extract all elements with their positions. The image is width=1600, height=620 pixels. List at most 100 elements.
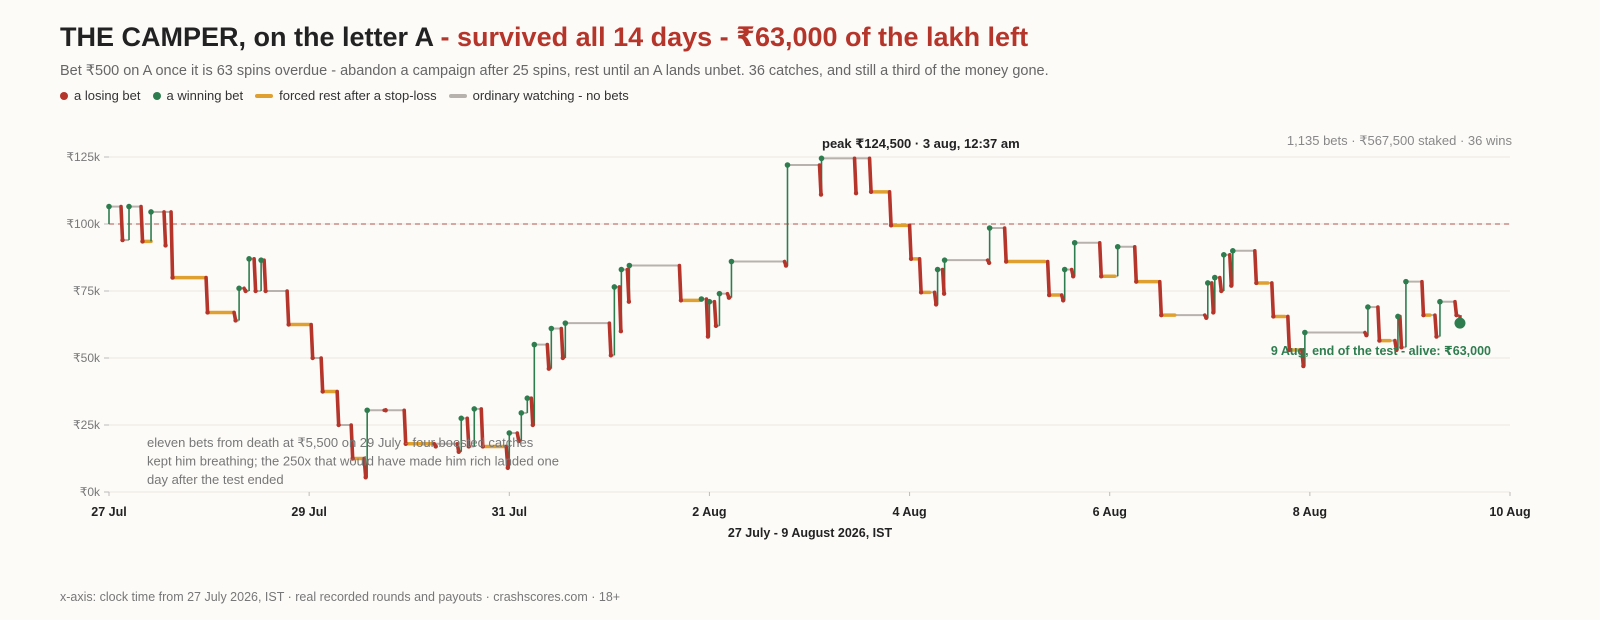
x-tick-label: 2 Aug [692, 505, 726, 519]
win-point [626, 262, 633, 269]
end-point [1454, 317, 1466, 329]
loss-point [1399, 345, 1404, 350]
win-point [126, 203, 132, 210]
win-point [934, 266, 941, 273]
loss-run [559, 326, 565, 360]
legend-label-watch: ordinary watching - no bets [472, 88, 629, 103]
loss-run [1420, 279, 1426, 317]
x-tick-label: 10 Aug [1489, 505, 1530, 519]
win-point [618, 266, 625, 273]
loss-point [253, 288, 258, 294]
loss-point [336, 422, 341, 428]
loss-point [263, 288, 268, 294]
loss-run [817, 163, 823, 197]
loss-point [243, 288, 248, 294]
loss-point [853, 190, 859, 196]
loss-run [319, 356, 325, 394]
win-point [1230, 248, 1236, 254]
win-point [1204, 280, 1211, 286]
loss-point [1421, 312, 1426, 318]
loss-point [1454, 312, 1459, 318]
loss-run [1270, 281, 1276, 319]
loss-run [162, 210, 168, 248]
win-point [548, 325, 555, 332]
loss-point [868, 189, 874, 195]
loss-run [677, 263, 683, 303]
loss-point [363, 475, 368, 480]
loss-point [530, 422, 536, 428]
loss-run [529, 396, 535, 427]
loss-point [918, 290, 924, 295]
loss-run [1228, 253, 1234, 288]
legend-swatch-win [152, 91, 161, 100]
title-main: THE CAMPER, on the letter A [60, 22, 434, 52]
stats-text: 1,135 bets · ₹567,500 staked · 36 wins [1287, 133, 1513, 148]
loss-point [383, 408, 388, 413]
loss-run [1398, 314, 1404, 350]
legend-swatch-watch [448, 93, 467, 98]
win-point [524, 395, 531, 402]
win-point [1114, 243, 1121, 250]
bet-points [106, 155, 1466, 480]
loss-point [310, 355, 315, 361]
loss-point [1219, 288, 1224, 294]
legend: a losing bet a winning bet forced rest a… [60, 88, 641, 103]
loss-point [163, 243, 168, 248]
loss-point [1204, 315, 1209, 320]
loss-run [1097, 240, 1104, 279]
loss-point [1377, 338, 1382, 343]
x-tick-label: 4 Aug [892, 505, 926, 519]
footer-note: x-axis: clock time from 27 July 2026, IS… [60, 590, 621, 604]
loss-run [704, 297, 710, 339]
win-segments [108, 158, 1441, 478]
low-note-line: eleven bets from death at ₹5,500 on 29 J… [147, 435, 534, 450]
legend-swatch-loss [60, 91, 68, 100]
win-point [506, 430, 513, 436]
loss-point [286, 322, 291, 327]
win-point [818, 155, 825, 162]
loss-run [262, 258, 268, 293]
win-point [706, 298, 713, 305]
loss-run [335, 389, 341, 427]
loss-point [1099, 274, 1104, 279]
win-point [698, 296, 705, 302]
win-point [1220, 252, 1227, 258]
loss-run [252, 257, 258, 293]
x-tick-label: 6 Aug [1093, 505, 1127, 519]
legend-item-rest: forced rest after a stop-loss [255, 88, 437, 103]
loss-run [349, 423, 355, 461]
loss-point [1434, 334, 1439, 339]
legend-label-win: a winning bet [166, 88, 244, 103]
win-point [258, 257, 264, 263]
loss-run [285, 289, 291, 327]
loss-run [1217, 275, 1224, 293]
x-tick-label: 29 Jul [291, 505, 326, 519]
y-axis-ticks: ₹0k ₹25k ₹50k ₹75k ₹100k ₹125k [66, 150, 109, 499]
loss-point [783, 263, 789, 268]
win-point [518, 410, 525, 416]
grid-lines [109, 156, 1510, 493]
loss-point [1060, 298, 1066, 303]
rest-segments [140, 190, 1432, 461]
y-tick-label: ₹100k [66, 217, 101, 231]
loss-run [402, 408, 408, 446]
loss-run [867, 156, 873, 194]
win-point [716, 290, 723, 297]
loss-point [1271, 314, 1276, 319]
win-point [1365, 304, 1371, 310]
win-point [562, 320, 569, 326]
loss-point [933, 302, 939, 307]
loss-point [140, 239, 145, 244]
loss-run [169, 210, 175, 280]
loss-point [233, 318, 238, 323]
loss-run [1253, 249, 1259, 285]
win-point [148, 209, 154, 215]
loss-point [1301, 363, 1306, 369]
win-point [471, 406, 478, 412]
loss-point [120, 237, 125, 243]
loss-run [907, 223, 913, 261]
loss-run [1300, 348, 1306, 368]
chart-subtitle: Bet ₹500 on A once it is 63 spins overdu… [60, 63, 1049, 79]
loss-run [617, 285, 623, 334]
loss-point [618, 329, 624, 334]
